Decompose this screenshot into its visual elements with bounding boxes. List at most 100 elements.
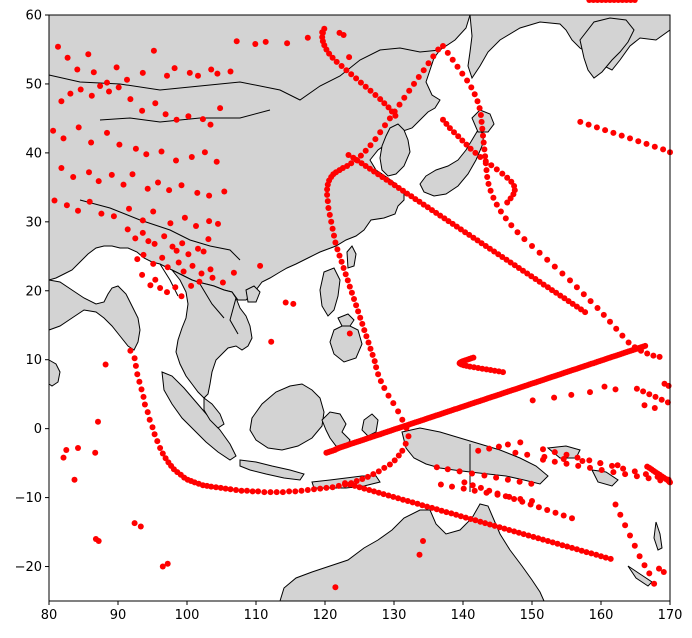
- earthquake-point: [602, 554, 609, 561]
- y-axis: −20 −10 0 10 20 30 40 50 60: [15, 9, 49, 575]
- earthquake-point: [189, 262, 196, 269]
- earthquake-point: [664, 399, 671, 406]
- earthquake-point: [74, 66, 81, 73]
- earthquake-point: [377, 96, 384, 103]
- earthquake-point: [444, 49, 451, 56]
- earthquake-point: [261, 489, 268, 496]
- earthquake-point: [173, 157, 179, 164]
- earthquake-point: [462, 514, 469, 521]
- earthquake-point: [152, 100, 159, 107]
- x-axis: 80 90 100 110 120 130 140 150 160 170: [41, 601, 682, 623]
- earthquake-point: [157, 445, 164, 451]
- earthquake-point: [362, 83, 369, 90]
- earthquake-point: [471, 487, 478, 494]
- earthquake-point: [346, 54, 353, 61]
- earthquake-point: [333, 58, 340, 65]
- earthquake-point: [381, 464, 388, 471]
- earthquake-point: [213, 158, 220, 165]
- earthquake-point: [348, 71, 355, 78]
- earthquake-point: [477, 518, 484, 525]
- earthquake-point: [196, 278, 203, 285]
- earthquake-point: [164, 72, 170, 79]
- earthquake-point: [386, 115, 393, 122]
- earthquake-point: [284, 40, 291, 47]
- earthquake-point: [411, 80, 417, 87]
- earthquake-point: [438, 507, 445, 514]
- earthquake-point: [375, 371, 382, 378]
- earthquake-point: [173, 247, 180, 254]
- earthquake-point: [172, 284, 179, 291]
- earthquake-point: [75, 445, 81, 451]
- earthquake-point: [469, 470, 475, 477]
- earthquake-point: [551, 394, 558, 401]
- earthquake-point: [207, 266, 214, 273]
- earthquake-point: [440, 43, 446, 49]
- earthquake-point: [483, 167, 490, 174]
- earthquake-point: [106, 88, 112, 95]
- earthquake-point: [559, 542, 566, 549]
- earthquake-point: [304, 487, 311, 493]
- earthquake-point: [607, 555, 614, 562]
- earthquake-point: [508, 178, 515, 185]
- earthquake-point: [161, 233, 168, 240]
- earthquake-points-layer: [50, 0, 673, 591]
- earthquake-point: [385, 392, 392, 399]
- earthquake-point: [641, 562, 648, 569]
- earthquake-point: [227, 486, 234, 493]
- earthquake-point: [364, 473, 371, 480]
- earthquake-point: [359, 476, 366, 482]
- earthquake-point: [311, 486, 317, 493]
- earthquake-point: [476, 105, 483, 112]
- earthquake-point: [508, 222, 515, 229]
- earthquake-point: [356, 484, 363, 491]
- earthquake-point: [515, 529, 522, 536]
- earthquake-point: [143, 151, 150, 158]
- earthquake-point: [511, 496, 518, 502]
- earthquake-point: [494, 490, 501, 497]
- earthquake-point: [448, 510, 455, 517]
- earthquake-point: [635, 138, 642, 145]
- earthquake-point: [279, 489, 286, 496]
- earthquake-point: [457, 513, 464, 520]
- earthquake-point: [343, 67, 350, 74]
- earthquake-point: [574, 454, 581, 461]
- earthquake-point: [658, 396, 665, 403]
- earthquake-point: [420, 538, 426, 544]
- x-tick-label: 140: [451, 608, 476, 623]
- earthquake-point: [622, 471, 629, 478]
- earthquake-point: [131, 355, 138, 362]
- earthquake-point: [625, 339, 632, 346]
- earthquake-point: [158, 148, 165, 155]
- earthquake-point: [642, 342, 649, 349]
- earthquake-point: [332, 239, 339, 246]
- earthquake-point: [144, 409, 151, 416]
- earthquake-point: [461, 479, 468, 486]
- earthquake-point: [409, 499, 416, 506]
- earthquake-point: [569, 544, 575, 551]
- earthquake-point: [205, 236, 212, 243]
- earthquake-point: [194, 189, 201, 196]
- earthquake-point: [617, 511, 624, 518]
- earthquake-point: [206, 192, 213, 199]
- earthquake-point: [661, 380, 668, 387]
- y-tick-label: 20: [25, 284, 42, 299]
- earthquake-point: [446, 125, 453, 132]
- earthquake-point: [399, 416, 406, 423]
- earthquake-point: [233, 38, 240, 45]
- earthquake-point: [563, 460, 570, 467]
- earthquake-point: [185, 113, 192, 120]
- earthquake-point: [324, 191, 331, 198]
- earthquake-point: [660, 569, 667, 575]
- earthquake-point: [85, 51, 92, 58]
- earthquake-point: [372, 92, 379, 98]
- earthquake-point: [380, 491, 387, 498]
- earthquake-point: [540, 446, 546, 453]
- earthquake-point: [415, 74, 422, 80]
- earthquake-point: [530, 533, 537, 540]
- earthquake-point: [587, 298, 594, 305]
- earthquake-point: [233, 487, 239, 493]
- earthquake-point: [286, 488, 293, 495]
- earthquake-point: [227, 68, 234, 75]
- earthquake-point: [585, 121, 592, 128]
- earthquake-point: [164, 289, 170, 296]
